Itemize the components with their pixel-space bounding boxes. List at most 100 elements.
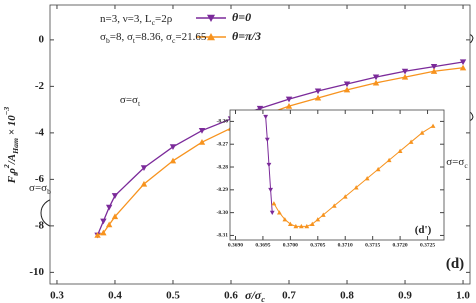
data-point: [401, 68, 409, 75]
data-point: [169, 144, 177, 151]
data-point: [287, 221, 293, 226]
data-point: [314, 88, 322, 95]
legend-label: θ=0: [232, 10, 251, 24]
x-tick-label: 0.3710: [338, 242, 353, 248]
x-tick-label: 0.4: [108, 290, 122, 302]
data-point: [169, 157, 177, 164]
y-tick-label: -10: [29, 266, 44, 278]
data-point: [256, 105, 264, 112]
text-part: =21.65: [175, 31, 206, 43]
data-point: [282, 217, 288, 222]
data-point: [266, 162, 272, 168]
data-point: [198, 138, 206, 145]
y-tick-label: -4: [35, 126, 45, 138]
data-point: [331, 203, 337, 208]
x-tick-label: 0.3715: [365, 242, 380, 248]
data-point: [285, 96, 293, 103]
text-part: σ=σ: [120, 94, 138, 106]
data-point: [343, 86, 351, 93]
y-tick-label: -8.30: [217, 210, 229, 216]
data-point: [268, 187, 274, 193]
text-part: σ/σ: [245, 288, 262, 302]
annotation: σb=8, σt=8.36, σc=21.65: [100, 31, 207, 46]
x-tick-label: 0.9: [398, 290, 412, 302]
data-point: [285, 102, 293, 109]
text-part: (d'): [415, 224, 432, 236]
text-part: Ham: [11, 138, 20, 155]
x-tick-label: 0.3705: [310, 242, 325, 248]
data-point: [263, 114, 269, 120]
text-part: =2ρ: [155, 13, 173, 25]
data-point: [264, 137, 270, 143]
annotation: (d'): [415, 224, 432, 236]
y-tick-label: -8.29: [217, 187, 229, 193]
plot-frame: [229, 109, 445, 241]
text-part: b: [47, 187, 51, 196]
data-point: [459, 64, 467, 71]
text-part: × 10: [6, 115, 18, 138]
x-tick-label: 1.0: [456, 290, 470, 302]
y-axis-label: Ftρ2/AHam × 10−3: [2, 107, 20, 185]
data-point: [304, 223, 310, 229]
x-tick-label: 0.3: [50, 290, 64, 302]
text-part: t: [138, 99, 141, 108]
text-part: c: [172, 36, 176, 45]
data-point: [401, 73, 409, 80]
y-tick-label: -8.26: [217, 119, 229, 125]
x-tick-label: 0.3700: [283, 242, 298, 248]
data-point: [372, 74, 380, 81]
x-axis-label: σ/σc: [245, 288, 265, 303]
x-tick-label: 0.5: [166, 290, 180, 302]
annotation: σ=σt: [120, 94, 141, 109]
y-tick-label: -2: [35, 80, 45, 92]
y-tick-label: -6: [35, 173, 45, 185]
text-part: σ: [100, 31, 106, 43]
data-point: [386, 157, 392, 163]
text-part: n=3, ν=3, L: [100, 13, 152, 25]
data-point: [430, 68, 438, 74]
data-point: [430, 123, 436, 128]
data-point: [105, 221, 113, 228]
x-tick-label: 0.8: [340, 290, 354, 302]
data-point: [342, 194, 348, 199]
data-point: [419, 130, 425, 135]
data-point: [100, 229, 107, 236]
text-part: b: [106, 36, 110, 45]
legend-label: θ=π/3: [232, 29, 261, 43]
data-point: [309, 221, 315, 226]
y-tick-label: -8.28: [217, 164, 229, 170]
data-point: [94, 231, 101, 238]
text-part: ρ: [6, 168, 18, 175]
data-point: [105, 204, 113, 211]
data-point: [408, 139, 414, 144]
text-part: F: [6, 175, 18, 184]
text-part: =8.36, σ: [135, 31, 172, 43]
x-tick-label: 0.3695: [255, 242, 270, 248]
data-point: [293, 223, 299, 229]
legend-marker: [207, 14, 215, 22]
data-point: [372, 79, 380, 86]
data-point: [353, 185, 359, 190]
text-part: t: [133, 36, 136, 45]
x-tick-label: 0.3725: [420, 242, 435, 248]
text-part: σ=σ: [446, 156, 464, 168]
text-part: =8, σ: [110, 31, 133, 43]
data-point: [140, 165, 148, 171]
x-tick-label: 0.3720: [393, 242, 408, 248]
legend-marker: [207, 33, 215, 41]
text-part: 2: [2, 164, 11, 169]
data-point: [140, 180, 148, 187]
text-part: c: [261, 295, 265, 303]
data-point: [375, 166, 381, 172]
y-tick-label: -8.27: [217, 141, 229, 147]
data-point: [111, 213, 119, 220]
text-part: c: [152, 18, 156, 27]
x-tick-label: 0.3690: [228, 242, 243, 248]
annotation: σ=σb: [29, 182, 51, 197]
data-point: [315, 217, 321, 222]
data-point: [314, 94, 322, 101]
data-point: [269, 210, 275, 216]
annotation: n=3, ν=3, Lc=2ρ: [100, 13, 173, 28]
